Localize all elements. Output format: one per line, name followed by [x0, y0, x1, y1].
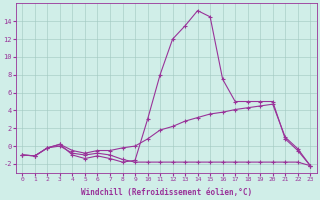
X-axis label: Windchill (Refroidissement éolien,°C): Windchill (Refroidissement éolien,°C) [81, 188, 252, 197]
